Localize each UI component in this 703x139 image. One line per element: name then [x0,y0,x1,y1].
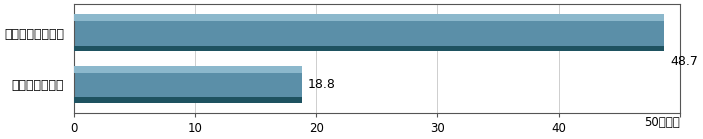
Text: 50（件）: 50（件） [644,116,680,129]
Text: 18.8: 18.8 [308,78,335,91]
Bar [74,46,664,51]
Bar [74,97,302,103]
Bar [74,14,664,51]
Text: 48.7: 48.7 [670,55,698,68]
Bar [74,66,302,73]
Bar [74,66,302,103]
Bar [74,14,664,21]
